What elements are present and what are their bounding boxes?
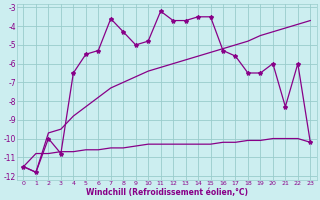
X-axis label: Windchill (Refroidissement éolien,°C): Windchill (Refroidissement éolien,°C) xyxy=(86,188,248,197)
